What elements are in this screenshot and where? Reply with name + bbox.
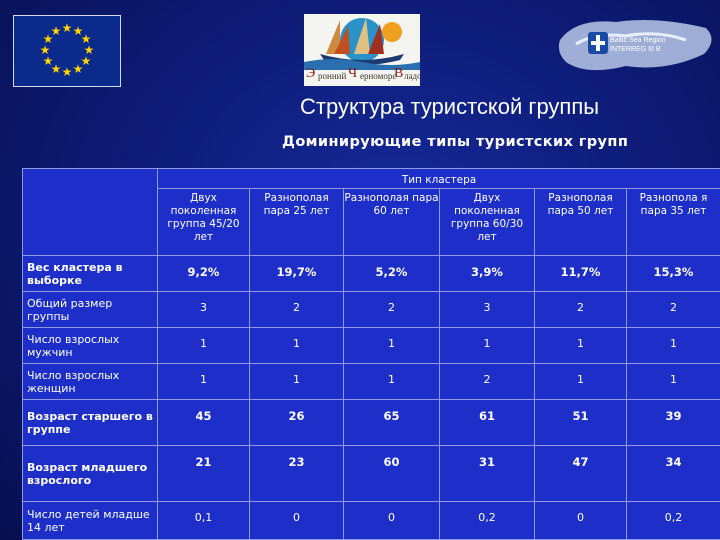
table-cell: 5,2%: [343, 255, 440, 292]
table-cell: 23: [249, 445, 344, 502]
column-header: Разнополая пара 60 лет: [343, 188, 440, 256]
table-super-header-row: Тип кластера: [22, 168, 720, 256]
table-cell: 1: [343, 327, 440, 364]
row-label: Общий размер группы: [22, 291, 158, 328]
table-cell: 31: [439, 445, 535, 502]
table-cell: 19,7%: [249, 255, 344, 292]
table-cell: 9,2%: [157, 255, 250, 292]
table-cell: 1: [439, 327, 535, 364]
page-subtitle: Доминирующие типы туристских групп: [282, 134, 629, 150]
table-cell: 60: [343, 445, 440, 502]
table-cell: 21: [157, 445, 250, 502]
table-cell: 61: [439, 399, 535, 446]
column-header: Двух поколенная группа 45/20 лет: [157, 188, 250, 256]
table-row: Число детей младше 14 лет 0,1 0 0 0,2 0 …: [22, 501, 720, 540]
table-cell: 1: [157, 363, 250, 400]
row-label: Возраст младшего взрослого: [22, 445, 158, 502]
row-label: Число взрослых женщин: [22, 363, 158, 400]
table-cell: 0,1: [157, 501, 250, 540]
table-corner-cell: [22, 168, 158, 256]
column-header: Двух поколенная группа 60/30 лет: [439, 188, 535, 256]
baltic-region-map-icon: [558, 20, 712, 71]
table-cell: 0,2: [439, 501, 535, 540]
svg-text:★: ★: [51, 62, 62, 76]
column-header: Разнопола я пара 35 лет: [625, 188, 720, 256]
eu-stars-icon: ★ ★ ★ ★ ★ ★ ★ ★ ★ ★ ★ ★: [40, 21, 95, 79]
table-cell: 2: [625, 291, 720, 328]
table-cell: 1: [625, 363, 720, 400]
table-cell: 1: [534, 327, 627, 364]
table-cell: 3: [439, 291, 535, 328]
table-header-row: Двух поколенная группа 45/20 лет Разнопо…: [23, 188, 720, 256]
table-row: Возраст младшего взрослого 21 23 60 31 4…: [22, 445, 720, 502]
interreg-caption-line: INTERREG III B: [610, 46, 661, 53]
svg-text:★: ★: [73, 62, 84, 76]
table-cell: 0: [343, 501, 440, 540]
svg-text:★: ★: [84, 43, 95, 57]
svg-text:★: ★: [43, 54, 54, 68]
table-cell: 0,2: [625, 501, 720, 540]
table-cell: 3: [157, 291, 250, 328]
table-cell: 1: [249, 327, 344, 364]
ships-emblem-icon: [304, 18, 420, 70]
table-row: Общий размер группы 3 2 2 3 2 2: [22, 291, 720, 328]
svg-text:★: ★: [73, 24, 84, 38]
table-cell: 2: [439, 363, 535, 400]
interreg-caption: Baltic Sea Region INTERREG III B: [610, 36, 666, 54]
table-cell: 1: [157, 327, 250, 364]
table-cell: 2: [534, 291, 627, 328]
table-cell: 51: [534, 399, 627, 446]
table-cell: 26: [249, 399, 344, 446]
table-cell: 1: [343, 363, 440, 400]
table-cell: 0: [534, 501, 627, 540]
cluster-table: Тип кластера Двух поколенная группа 45/2…: [22, 168, 720, 540]
column-header: Разнополая пара 25 лет: [249, 188, 344, 256]
table-cell: 11,7%: [534, 255, 627, 292]
super-header: Тип кластера: [156, 168, 720, 189]
svg-text:★: ★: [81, 32, 92, 46]
page-title: Структура туристской группы: [300, 94, 600, 119]
svg-text:★: ★: [62, 21, 73, 35]
project-ships-logo: Э ронний Ч ерноморс В ладо: [304, 14, 420, 86]
row-label: Вес кластера в выборке: [22, 255, 158, 292]
table-row: Возраст старшего в группе 45 26 65 61 51…: [22, 399, 720, 446]
svg-text:★: ★: [51, 24, 62, 38]
svg-text:★: ★: [40, 43, 51, 57]
table-cell: 15,3%: [625, 255, 720, 292]
interreg-baltic-logo: Baltic Sea Region INTERREG III B: [556, 10, 718, 85]
table-cell: 2: [343, 291, 440, 328]
eu-flag-logo: ★ ★ ★ ★ ★ ★ ★ ★ ★ ★ ★ ★: [13, 15, 121, 87]
svg-text:★: ★: [43, 32, 54, 46]
row-label: Число взрослых мужчин: [22, 327, 158, 364]
table-row: Число взрослых мужчин 1 1 1 1 1 1: [22, 327, 720, 364]
table-cell: 34: [625, 445, 720, 502]
table-cell: 65: [343, 399, 440, 446]
table-cell: 1: [625, 327, 720, 364]
column-header: Разнополая пара 50 лет: [534, 188, 627, 256]
table-cell: 3,9%: [439, 255, 535, 292]
logo-lettering: Э ронний Ч ерноморс В ладо: [306, 66, 420, 81]
table-cell: 45: [157, 399, 250, 446]
table-cell: 1: [534, 363, 627, 400]
table-cell: 2: [249, 291, 344, 328]
interreg-caption-line: Baltic Sea Region: [610, 37, 666, 44]
svg-text:★: ★: [62, 65, 73, 79]
row-label: Возраст старшего в группе: [22, 399, 158, 446]
row-label: Число детей младше 14 лет: [22, 501, 158, 540]
table-cell: 39: [625, 399, 720, 446]
table-cell: 1: [249, 363, 344, 400]
svg-text:★: ★: [81, 54, 92, 68]
table-cell: 0: [249, 501, 344, 540]
table-cell: 47: [534, 445, 627, 502]
table-row: Вес кластера в выборке 9,2% 19,7% 5,2% 3…: [22, 255, 720, 292]
table-row: Число взрослых женщин 1 1 1 2 1 1: [22, 363, 720, 400]
